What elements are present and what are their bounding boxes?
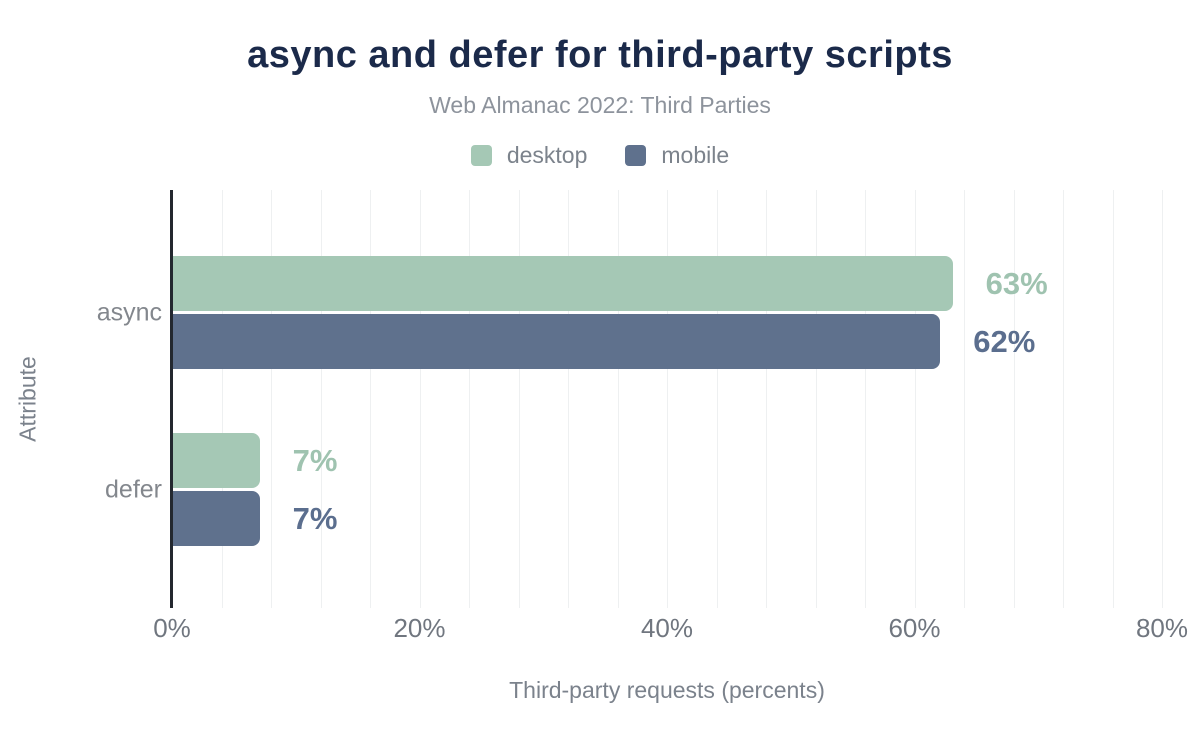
- bar-mobile-defer: [173, 491, 260, 546]
- bar-value-label-desktop-defer: 7%: [292, 442, 338, 478]
- y-axis-title: Attribute: [14, 356, 41, 442]
- chart-subtitle: Web Almanac 2022: Third Parties: [429, 92, 771, 118]
- legend-label-desktop: desktop: [506, 142, 588, 168]
- chart-title: async and defer for third-party scripts: [247, 34, 953, 76]
- legend-swatch-mobile: [625, 145, 647, 166]
- x-tick-label: 80%: [1135, 613, 1189, 643]
- gridline: [1063, 190, 1064, 608]
- gridline: [617, 190, 619, 608]
- gridline: [964, 190, 965, 608]
- bar-value-label-mobile-async: 62%: [973, 323, 1036, 359]
- legend-item-desktop: desktop: [470, 142, 588, 169]
- gridline: [667, 190, 668, 608]
- bar-value-label-desktop-async: 63%: [985, 265, 1048, 301]
- legend-swatch-desktop: [470, 145, 492, 166]
- bar-desktop-defer: [173, 433, 260, 488]
- gridline: [914, 190, 916, 608]
- gridline: [469, 190, 470, 608]
- bar-desktop-async: [173, 256, 953, 311]
- gridline: [320, 190, 322, 608]
- gridline: [1013, 190, 1015, 608]
- legend: desktop mobile: [0, 142, 1200, 169]
- bar-mobile-async: [173, 314, 941, 369]
- x-tick-label: 60%: [888, 613, 941, 643]
- x-axis-title: Third-party requests (percents): [509, 677, 825, 703]
- y-axis-line: [170, 190, 173, 608]
- gridline: [568, 190, 569, 608]
- gridline: [1112, 190, 1114, 608]
- bar-value-label-mobile-defer: 7%: [292, 500, 338, 536]
- legend-label-mobile: mobile: [661, 142, 730, 168]
- gridline: [716, 190, 718, 608]
- gridline: [271, 190, 272, 608]
- gridline: [221, 190, 223, 608]
- legend-item-mobile: mobile: [625, 142, 729, 169]
- category-label-defer: defer: [105, 475, 162, 503]
- gridline: [518, 190, 520, 608]
- gridline: [370, 190, 371, 608]
- category-label-async: async: [96, 298, 162, 326]
- x-tick-label: 0%: [153, 613, 191, 643]
- gridline: [419, 190, 421, 608]
- gridline: [865, 190, 866, 608]
- x-tick-label: 20%: [393, 613, 446, 643]
- gridline: [766, 190, 767, 608]
- x-tick-label: 40%: [640, 613, 694, 643]
- gridline: [1162, 190, 1163, 608]
- gridline: [815, 190, 817, 608]
